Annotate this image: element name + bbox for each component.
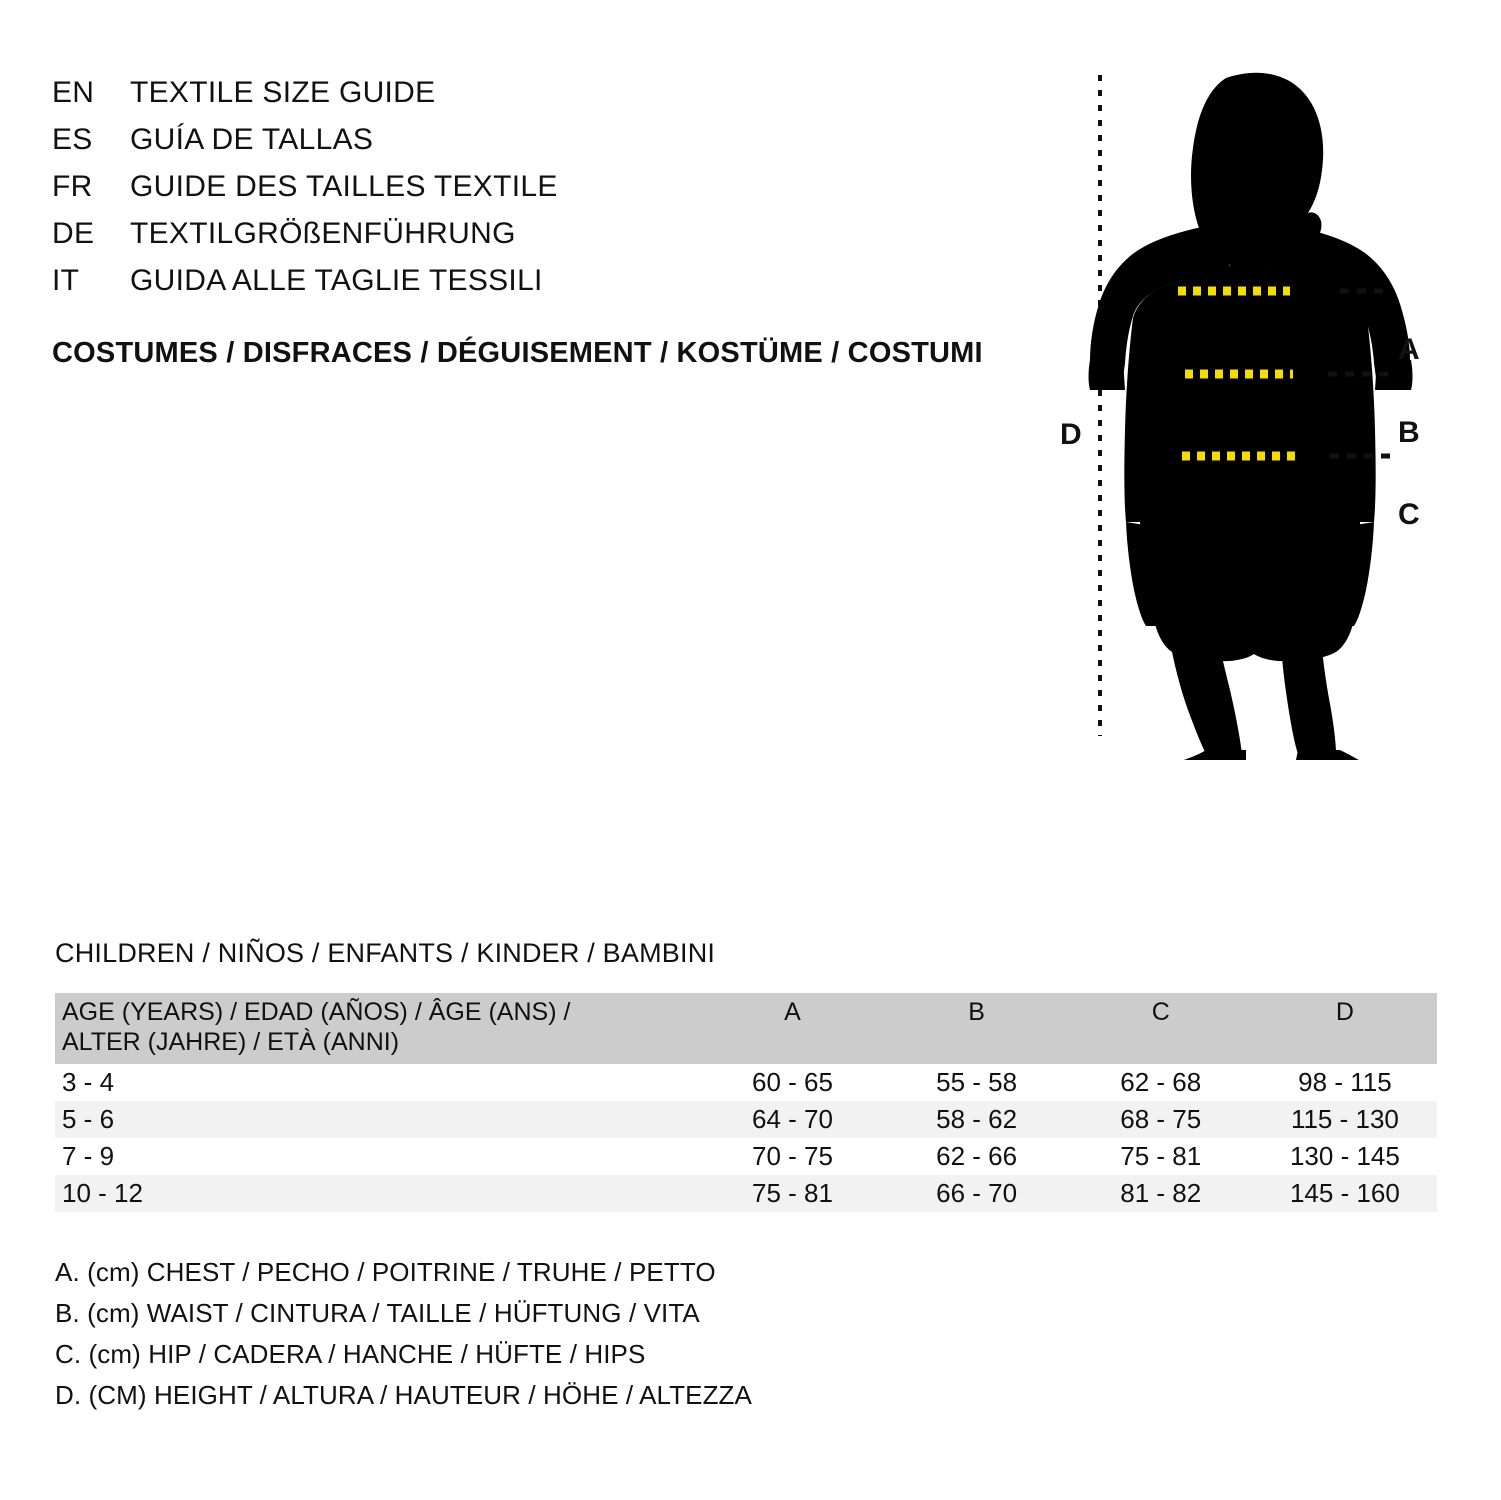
cell-age: 10 - 12 [55, 1175, 701, 1212]
cell-chest: 70 - 75 [700, 1138, 885, 1175]
product-category-subtitle: COSTUMES / DISFRACES / DÉGUISEMENT / KOS… [52, 337, 983, 369]
measure-label-c: C [1398, 498, 1420, 531]
cell-waist: 55 - 58 [884, 1064, 1069, 1101]
children-size-table: AGE (YEARS) / EDAD (AÑOS) / ÂGE (ANS) / … [55, 993, 1437, 1212]
child-silhouette-svg [1088, 72, 1413, 760]
language-label-it: GUIDA ALLE TAGLIE TESSILI [130, 264, 543, 297]
cell-chest: 64 - 70 [700, 1101, 885, 1138]
column-header-d: D [1252, 993, 1437, 1064]
measure-label-a: A [1398, 333, 1420, 366]
column-header-age: AGE (YEARS) / EDAD (AÑOS) / ÂGE (ANS) / … [55, 993, 701, 1064]
cell-height: 130 - 145 [1252, 1138, 1437, 1175]
language-label-fr: GUIDE DES TAILLES TEXTILE [130, 170, 558, 203]
legend-row-a: A. (cm) CHEST / PECHO / POITRINE / TRUHE… [55, 1257, 716, 1287]
language-row-en: EN TEXTILE SIZE GUIDE [52, 76, 692, 123]
column-header-age-line2: ALTER (JAHRE) / ETÀ (ANNI) [62, 1027, 400, 1056]
cell-hip: 75 - 81 [1068, 1138, 1253, 1175]
cell-waist: 62 - 66 [884, 1138, 1069, 1175]
children-group-title: CHILDREN / NIÑOS / ENFANTS / KINDER / BA… [55, 938, 716, 968]
measurement-figure: D A B C [1030, 60, 1490, 760]
column-header-c: C [1068, 993, 1253, 1064]
cell-age: 5 - 6 [55, 1101, 701, 1138]
cell-height: 98 - 115 [1252, 1064, 1437, 1101]
language-list: EN TEXTILE SIZE GUIDE ES GUÍA DE TALLAS … [52, 76, 692, 311]
column-header-a: A [700, 993, 885, 1064]
language-row-fr: FR GUIDE DES TAILLES TEXTILE [52, 170, 692, 217]
cell-waist: 66 - 70 [884, 1175, 1069, 1212]
table-row: 10 - 12 75 - 81 66 - 70 81 - 82 145 - 16… [55, 1175, 1437, 1212]
language-code-es: ES [52, 123, 93, 156]
cell-age: 3 - 4 [55, 1064, 701, 1101]
column-header-b: B [884, 993, 1069, 1064]
cell-waist: 58 - 62 [884, 1101, 1069, 1138]
cell-height: 115 - 130 [1252, 1101, 1437, 1138]
cell-height: 145 - 160 [1252, 1175, 1437, 1212]
language-code-fr: FR [52, 170, 93, 203]
size-table-head: AGE (YEARS) / EDAD (AÑOS) / ÂGE (ANS) / … [55, 993, 1437, 1064]
cell-hip: 81 - 82 [1068, 1175, 1253, 1212]
table-row: 3 - 4 60 - 65 55 - 58 62 - 68 98 - 115 [55, 1064, 1437, 1101]
child-body-silhouette [1088, 72, 1413, 760]
language-label-de: TEXTILGRÖßENFÜHRUNG [130, 217, 516, 250]
legend-row-c: C. (cm) HIP / CADERA / HANCHE / HÜFTE / … [55, 1339, 646, 1369]
measure-label-b: B [1398, 416, 1420, 449]
size-table-header-row: AGE (YEARS) / EDAD (AÑOS) / ÂGE (ANS) / … [55, 993, 1437, 1064]
cell-hip: 62 - 68 [1068, 1064, 1253, 1101]
table-row: 5 - 6 64 - 70 58 - 62 68 - 75 115 - 130 [55, 1101, 1437, 1138]
cell-age: 7 - 9 [55, 1138, 701, 1175]
cell-chest: 60 - 65 [700, 1064, 885, 1101]
legend-row-b: B. (cm) WAIST / CINTURA / TAILLE / HÜFTU… [55, 1298, 700, 1328]
column-header-age-line1: AGE (YEARS) / EDAD (AÑOS) / ÂGE (ANS) / [62, 998, 571, 1026]
measure-label-d: D [1060, 418, 1082, 451]
language-code-de: DE [52, 217, 95, 250]
cell-chest: 75 - 81 [700, 1175, 885, 1212]
language-label-en: TEXTILE SIZE GUIDE [130, 76, 436, 109]
table-row: 7 - 9 70 - 75 62 - 66 75 - 81 130 - 145 [55, 1138, 1437, 1175]
language-row-it: IT GUIDA ALLE TAGLIE TESSILI [52, 264, 692, 311]
language-row-es: ES GUÍA DE TALLAS [52, 123, 692, 170]
language-row-de: DE TEXTILGRÖßENFÜHRUNG [52, 217, 692, 264]
language-code-en: EN [52, 76, 95, 109]
size-table-body: 3 - 4 60 - 65 55 - 58 62 - 68 98 - 115 5… [55, 1064, 1437, 1212]
language-code-it: IT [52, 264, 80, 297]
cell-hip: 68 - 75 [1068, 1101, 1253, 1138]
measurement-legend: A. (cm) CHEST / PECHO / POITRINE / TRUHE… [55, 1252, 955, 1416]
legend-row-d: D. (CM) HEIGHT / ALTURA / HAUTEUR / HÖHE… [55, 1380, 752, 1410]
language-label-es: GUÍA DE TALLAS [130, 123, 374, 156]
